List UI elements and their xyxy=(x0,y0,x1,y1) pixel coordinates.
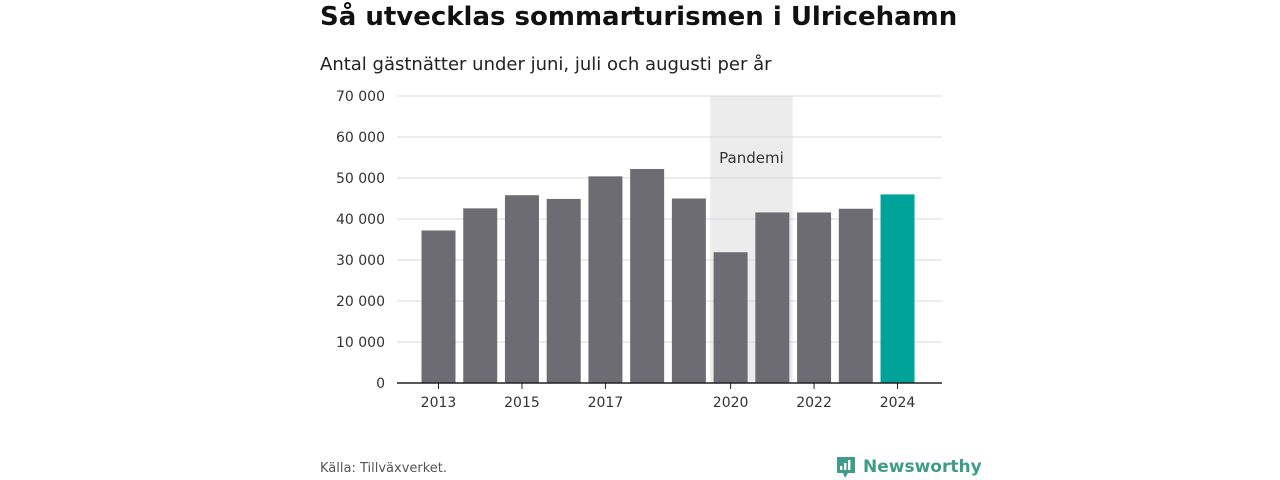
x-tick-label: 2015 xyxy=(504,395,540,411)
bar-2013 xyxy=(421,230,456,383)
bar-2022 xyxy=(797,212,832,383)
y-tick-label: 30 000 xyxy=(336,253,385,269)
y-tick-label: 50 000 xyxy=(336,171,385,187)
y-tick-label: 70 000 xyxy=(336,89,385,105)
y-axis-ticks: 0 10 000 20 000 30 000 40 000 50 000 60 000 70 … xyxy=(336,89,385,392)
y-tick-label: 10 000 xyxy=(336,335,385,351)
bar-2018 xyxy=(630,168,665,383)
x-tick-label: 2013 xyxy=(421,395,457,411)
annotation-labels: Pandemi xyxy=(719,149,784,167)
bar-2014 xyxy=(463,208,498,383)
x-tick-label: 2022 xyxy=(796,395,832,411)
bar-2017 xyxy=(588,176,623,383)
newsworthy-logo: Newsworthy xyxy=(835,455,982,479)
bar-2015 xyxy=(504,195,539,383)
bar-2019 xyxy=(671,198,706,383)
bar-2024 xyxy=(880,194,915,383)
y-tick-label: 20 000 xyxy=(336,294,385,310)
bar-2023 xyxy=(838,208,873,383)
y-tick-label: 60 000 xyxy=(336,130,385,146)
brand-name: Newsworthy xyxy=(863,457,982,477)
bar-2016 xyxy=(546,198,581,383)
bar-2020 xyxy=(713,252,748,383)
x-tick-label: 2017 xyxy=(588,395,624,411)
bar-chart-speech-icon xyxy=(837,457,855,478)
chart-title: Så utvecklas sommarturismen i Ulricehamn xyxy=(320,2,958,32)
bar-2021 xyxy=(755,212,790,383)
annotation-label: Pandemi xyxy=(719,149,784,167)
source-note: Källa: Tillväxverket. xyxy=(320,461,448,476)
y-tick-label: 40 000 xyxy=(336,212,385,228)
chart-subtitle: Antal gästnätter under juni, juli och au… xyxy=(320,54,772,75)
bars xyxy=(421,168,915,383)
x-axis-ticks: 2013 2015 2017 2020 2022 2024 xyxy=(421,383,916,411)
x-tick-label: 2020 xyxy=(713,395,749,411)
y-tick-label: 0 xyxy=(376,376,385,392)
x-tick-label: 2024 xyxy=(880,395,916,411)
